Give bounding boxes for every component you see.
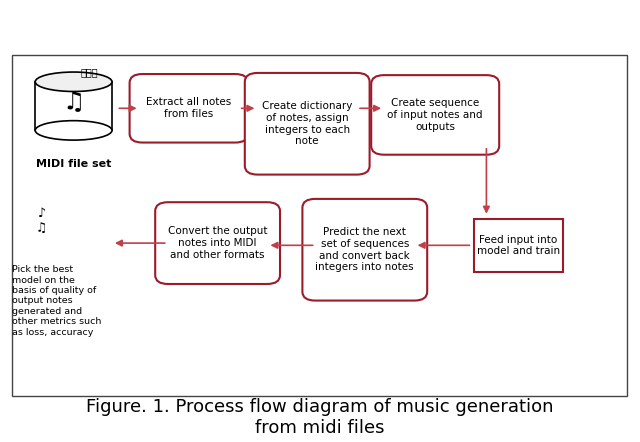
Text: ♪
♫: ♪ ♫	[36, 207, 47, 235]
Text: MIDI file set: MIDI file set	[36, 160, 111, 169]
Text: ♫: ♫	[63, 90, 84, 114]
Text: Predict the next
set of sequences
and convert back
integers into notes: Predict the next set of sequences and co…	[316, 227, 414, 272]
FancyBboxPatch shape	[371, 75, 499, 155]
Ellipse shape	[35, 121, 112, 140]
FancyBboxPatch shape	[302, 199, 428, 301]
Text: Convert the output
notes into MIDI
and other formats: Convert the output notes into MIDI and o…	[168, 226, 268, 260]
Text: Extract all notes
from files: Extract all notes from files	[146, 98, 232, 119]
Ellipse shape	[35, 72, 112, 91]
Text: Figure. 1. Process flow diagram of music generation
from midi files: Figure. 1. Process flow diagram of music…	[86, 398, 554, 437]
Text: Create dictionary
of notes, assign
integers to each
note: Create dictionary of notes, assign integ…	[262, 101, 353, 146]
Text: Create sequence
of input notes and
outputs: Create sequence of input notes and outpu…	[387, 98, 483, 132]
FancyBboxPatch shape	[244, 73, 369, 175]
FancyBboxPatch shape	[12, 55, 627, 396]
FancyBboxPatch shape	[156, 202, 280, 284]
Text: 𝅘𝅥𝅮: 𝅘𝅥𝅮	[80, 67, 98, 77]
Polygon shape	[35, 82, 112, 130]
FancyBboxPatch shape	[474, 219, 563, 272]
FancyBboxPatch shape	[129, 74, 248, 142]
Text: Feed input into
model and train: Feed input into model and train	[477, 235, 560, 256]
Text: Pick the best
model on the
basis of quality of
output notes
generated and
other : Pick the best model on the basis of qual…	[12, 265, 101, 337]
